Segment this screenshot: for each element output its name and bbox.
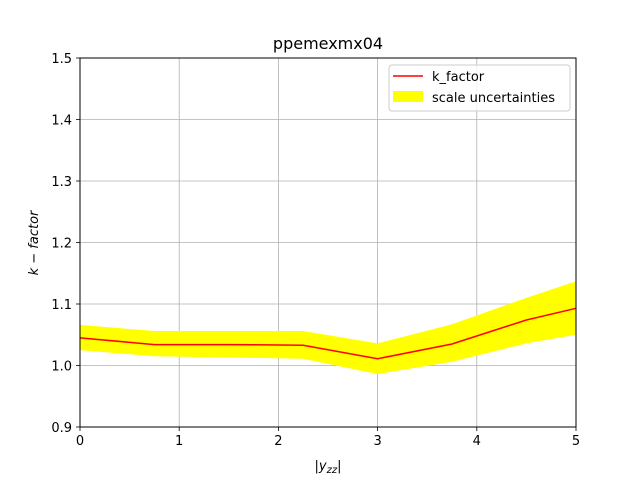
y-tick-label: 1.0: [51, 360, 72, 375]
x-tick-label: 2: [274, 434, 282, 449]
x-tick-label: 0: [76, 434, 84, 449]
legend-entry-scale-uncertainties: scale uncertainties: [432, 91, 555, 106]
x-tick-label: 3: [373, 434, 381, 449]
uncertainty-band: [80, 281, 576, 375]
legend-swatch-band: [393, 91, 423, 102]
y-tick-label: 1.2: [51, 237, 72, 252]
x-tick-label: 1: [175, 434, 183, 449]
y-tick-label: 1.3: [51, 175, 72, 190]
x-axis-label: |yzz|: [315, 459, 342, 476]
y-tick-label: 1.5: [51, 52, 72, 67]
y-tick-label: 1.4: [51, 114, 72, 129]
y-axis-label: k − factor: [27, 209, 42, 275]
legend-box: [388, 64, 571, 112]
chart-title: ppemexmx04: [273, 34, 383, 53]
x-tick-label: 4: [473, 434, 481, 449]
series-line-k-factor: [79, 307, 577, 360]
y-tick-label: 0.9: [51, 421, 72, 436]
uncertainty-band-layer: [80, 281, 576, 375]
x-tick-label: 5: [572, 434, 580, 449]
ticks: 0 1 2 3 4 5 0.9 1.0 1.1 1.2 1.3 1.4 1.5: [51, 52, 580, 449]
grid: [79, 57, 577, 428]
legend-entry-k-factor: k_factor: [432, 70, 485, 85]
series-line-layer: [79, 307, 577, 360]
y-tick-label: 1.1: [51, 298, 72, 313]
legend: k_factor scale uncertainties: [388, 64, 571, 112]
